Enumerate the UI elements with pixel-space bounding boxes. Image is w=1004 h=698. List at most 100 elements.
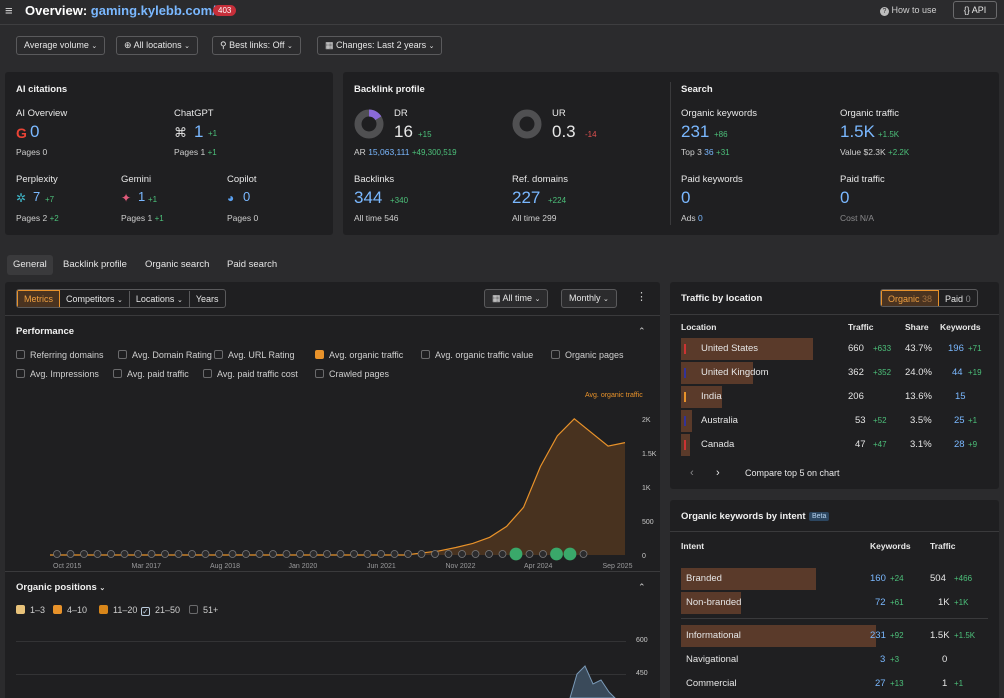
annotation-marker[interactable] xyxy=(242,550,250,558)
years-button[interactable]: Years xyxy=(195,294,219,304)
annotation-marker[interactable] xyxy=(539,550,547,558)
option-avg-paid-traffic[interactable]: Avg. paid traffic xyxy=(113,369,189,379)
annotation-marker[interactable] xyxy=(201,550,210,558)
best-links-filter[interactable]: ⚲ Best links: Off ⌄ xyxy=(212,36,301,55)
traffic-value[interactable]: 1 xyxy=(942,678,948,689)
option-referring-domains[interactable]: Referring domains xyxy=(16,350,104,360)
paid-traffic-value[interactable]: 0 xyxy=(840,188,850,207)
traffic-value[interactable]: 47 xyxy=(855,439,866,450)
keywords-value[interactable]: 231 xyxy=(870,630,886,641)
monthly-button[interactable]: Monthly ⌄ xyxy=(561,289,617,308)
annotation-marker[interactable] xyxy=(417,550,426,558)
table-row[interactable]: India 206 13.6% 15 xyxy=(670,386,999,408)
volume-filter[interactable]: Average volume ⌄ xyxy=(16,36,106,55)
location-name[interactable]: Canada xyxy=(701,439,735,450)
more-options-icon[interactable]: ⋮ xyxy=(636,291,647,303)
annotation-marker[interactable] xyxy=(120,550,129,558)
annotation-marker[interactable] xyxy=(161,550,169,558)
location-name[interactable]: Australia xyxy=(701,415,738,426)
option-avg-organic-traffic[interactable]: Avg. organic traffic xyxy=(315,350,403,360)
annotation-marker[interactable] xyxy=(509,547,523,561)
keywords-value[interactable]: 160 xyxy=(870,573,886,584)
annotation-marker[interactable] xyxy=(563,547,577,561)
checkbox[interactable] xyxy=(16,350,25,359)
performance-chart[interactable]: 0 500 1K 1.5K 2K Oct 2015 Mar 2017 Aug 2018 Jan … xyxy=(5,400,660,570)
dr-value[interactable]: 16 xyxy=(394,122,413,141)
position-21-50[interactable]: ✓ 21–50 xyxy=(141,605,181,616)
keywords-value[interactable]: 196 xyxy=(948,343,964,354)
annotation-marker[interactable] xyxy=(471,550,480,558)
annotation-marker[interactable] xyxy=(215,550,223,558)
annotation-marker[interactable] xyxy=(107,550,115,558)
keywords-value[interactable]: 3 xyxy=(880,654,886,665)
metrics-button[interactable]: Metrics xyxy=(17,290,60,307)
annotation-marker[interactable] xyxy=(93,550,102,558)
traffic-value[interactable]: 504 xyxy=(930,573,946,584)
backlinks-value[interactable]: 344 xyxy=(354,188,383,207)
traffic-value[interactable]: 1K xyxy=(938,597,950,608)
tab-paid-search[interactable]: Paid search xyxy=(227,259,278,270)
tab-backlink-profile[interactable]: Backlink profile xyxy=(63,259,127,270)
annotation-marker[interactable] xyxy=(296,550,304,558)
ai-overview-value[interactable]: 0 xyxy=(30,122,40,141)
annotation-marker[interactable] xyxy=(174,550,183,558)
traffic-value[interactable]: 0 xyxy=(942,654,948,665)
organic-traffic-value[interactable]: 1.5K xyxy=(840,122,875,141)
annotation-marker[interactable] xyxy=(390,550,399,558)
keywords-value[interactable]: 44 xyxy=(952,367,963,378)
checkbox[interactable] xyxy=(16,369,25,378)
traffic-value[interactable]: 362 xyxy=(848,367,864,378)
position-1-3[interactable]: 1–3 xyxy=(16,605,45,615)
collapse-icon[interactable]: ⌃ xyxy=(638,326,646,336)
annotation-marker[interactable] xyxy=(579,550,588,558)
annotation-marker[interactable] xyxy=(431,550,439,558)
annotation-marker[interactable] xyxy=(53,550,61,558)
position-4-10[interactable]: 4–10 xyxy=(53,605,87,615)
traffic-value[interactable]: 1.5K xyxy=(930,630,950,641)
location-name[interactable]: United Kingdom xyxy=(701,367,769,378)
perplexity-value[interactable]: 7 xyxy=(33,189,41,204)
organic-positions-title[interactable]: Organic positions ⌄ xyxy=(16,582,106,593)
competitors-button[interactable]: Competitors ⌄ xyxy=(60,291,130,307)
chatgpt-value[interactable]: 1 xyxy=(194,122,204,141)
location-name[interactable]: India xyxy=(701,391,722,402)
keywords-value[interactable]: 15 xyxy=(955,391,966,402)
option-avg-paid-traffic-cost[interactable]: Avg. paid traffic cost xyxy=(203,369,298,379)
checkbox[interactable] xyxy=(16,605,25,614)
prev-icon[interactable]: ‹ xyxy=(690,467,694,479)
annotation-marker[interactable] xyxy=(550,547,563,561)
annotation-marker[interactable] xyxy=(228,550,237,558)
keywords-value[interactable]: 28 xyxy=(954,439,965,450)
checkbox[interactable] xyxy=(214,350,223,359)
annotation-marker[interactable] xyxy=(269,550,277,558)
keywords-value[interactable]: 25 xyxy=(954,415,965,426)
annotation-marker[interactable] xyxy=(188,550,196,558)
checkbox[interactable] xyxy=(99,605,108,614)
annotation-marker[interactable] xyxy=(485,550,493,558)
annotation-marker[interactable] xyxy=(525,550,534,558)
keywords-value[interactable]: 27 xyxy=(875,678,886,689)
traffic-value[interactable]: 660 xyxy=(848,343,864,354)
all-time-button[interactable]: ▦ All time ⌄ xyxy=(484,289,549,308)
checkbox[interactable] xyxy=(53,605,62,614)
position-51-plus[interactable]: 51+ xyxy=(189,605,218,615)
option-avg-impressions[interactable]: Avg. Impressions xyxy=(16,369,99,379)
table-row[interactable]: Australia 53 +52 3.5% 25 +1 xyxy=(670,410,999,432)
annotation-marker[interactable] xyxy=(498,550,507,558)
tab-general[interactable]: General xyxy=(7,255,53,275)
annotation-marker[interactable] xyxy=(336,550,345,558)
annotation-marker[interactable] xyxy=(309,550,318,558)
api-button[interactable]: {} API xyxy=(953,1,997,19)
locations-button[interactable]: Locations ⌄ xyxy=(130,291,190,307)
annotation-marker[interactable] xyxy=(444,550,453,558)
annotation-marker[interactable] xyxy=(255,550,264,558)
organic-toggle[interactable]: Organic 38 xyxy=(881,290,940,306)
annotation-marker[interactable] xyxy=(323,550,331,558)
ur-value[interactable]: 0.3 xyxy=(552,122,576,141)
annotation-marker[interactable] xyxy=(80,550,88,558)
keywords-value[interactable]: 72 xyxy=(875,597,886,608)
annotation-marker[interactable] xyxy=(404,550,412,558)
table-row[interactable]: Commercial 27 +13 1 +1 xyxy=(670,673,999,695)
table-row[interactable]: Branded 160 +24 504 +466 xyxy=(670,568,999,590)
checkbox[interactable]: ✓ xyxy=(141,607,150,616)
